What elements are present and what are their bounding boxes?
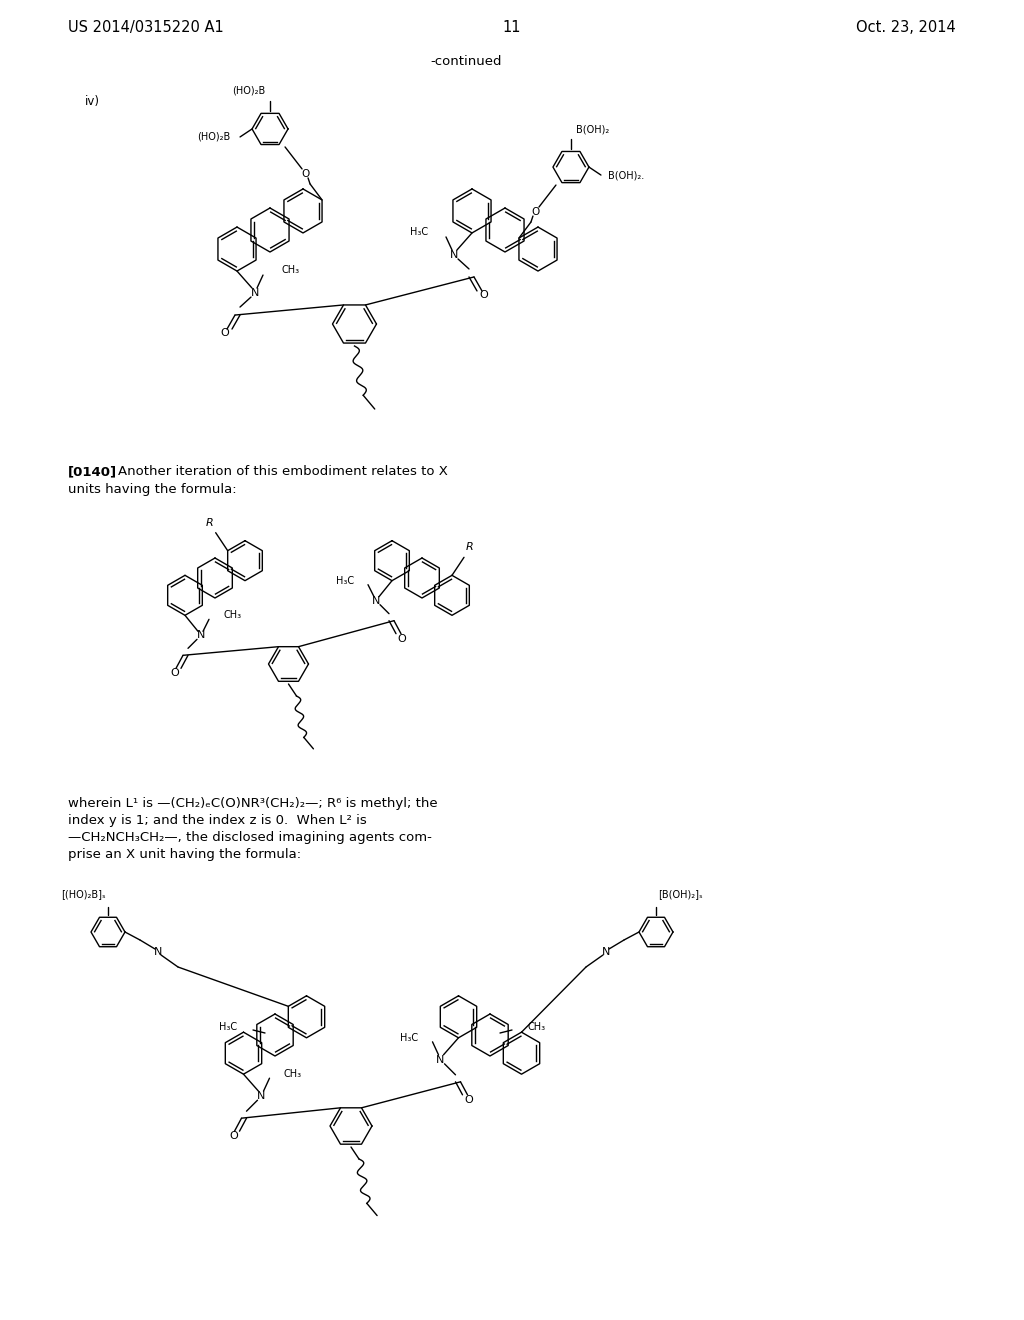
Text: (HO)₂B: (HO)₂B xyxy=(197,132,230,143)
Text: O: O xyxy=(397,634,407,644)
Text: N: N xyxy=(372,595,380,606)
Text: Oct. 23, 2014: Oct. 23, 2014 xyxy=(856,20,956,36)
Text: H₃C: H₃C xyxy=(410,227,428,238)
Text: H₃C: H₃C xyxy=(336,576,354,586)
Text: prise an X unit having the formula:: prise an X unit having the formula: xyxy=(68,847,301,861)
Text: H₃C: H₃C xyxy=(400,1032,419,1043)
Text: units having the formula:: units having the formula: xyxy=(68,483,237,496)
Text: CH₃: CH₃ xyxy=(528,1022,546,1032)
Text: R: R xyxy=(466,543,474,552)
Text: [0140]: [0140] xyxy=(68,465,117,478)
Text: B(OH)₂.: B(OH)₂. xyxy=(607,170,644,180)
Text: US 2014/0315220 A1: US 2014/0315220 A1 xyxy=(68,20,224,36)
Text: Another iteration of this embodiment relates to X: Another iteration of this embodiment rel… xyxy=(118,465,447,478)
Text: (HO)₂B: (HO)₂B xyxy=(231,86,265,96)
Text: 11: 11 xyxy=(503,20,521,36)
Text: CH₃: CH₃ xyxy=(223,610,241,620)
Text: O: O xyxy=(220,329,229,338)
Text: O: O xyxy=(301,169,309,180)
Text: CH₃: CH₃ xyxy=(281,265,299,275)
Text: wherein L¹ is —(CH₂)ₑC(O)NR³(CH₂)₂—; R⁶ is methyl; the: wherein L¹ is —(CH₂)ₑC(O)NR³(CH₂)₂—; R⁶ … xyxy=(68,797,437,810)
Text: [B(OH)₂]ₛ: [B(OH)₂]ₛ xyxy=(658,888,702,899)
Text: O: O xyxy=(171,668,179,678)
Text: O: O xyxy=(464,1094,473,1105)
Text: N: N xyxy=(257,1092,265,1101)
Text: CH₃: CH₃ xyxy=(284,1069,302,1080)
Text: O: O xyxy=(531,207,540,216)
Text: O: O xyxy=(229,1131,238,1142)
Text: N: N xyxy=(197,631,205,640)
Text: N: N xyxy=(602,946,610,957)
Text: N: N xyxy=(436,1055,444,1065)
Text: R: R xyxy=(206,517,214,528)
Text: [(HO)₂B]ₛ: [(HO)₂B]ₛ xyxy=(61,888,106,899)
Text: O: O xyxy=(479,290,488,300)
Text: -continued: -continued xyxy=(430,55,502,69)
Text: N: N xyxy=(154,946,162,957)
Text: index y is 1; and the index z is 0.  When L² is: index y is 1; and the index z is 0. When… xyxy=(68,814,367,828)
Text: H₃C: H₃C xyxy=(219,1022,237,1032)
Text: —CH₂NCH₃CH₂—, the disclosed imagining agents com-: —CH₂NCH₃CH₂—, the disclosed imagining ag… xyxy=(68,832,432,843)
Text: B(OH)₂: B(OH)₂ xyxy=(575,124,609,135)
Text: N: N xyxy=(450,249,458,260)
Text: iv): iv) xyxy=(85,95,100,108)
Text: N: N xyxy=(251,288,259,298)
